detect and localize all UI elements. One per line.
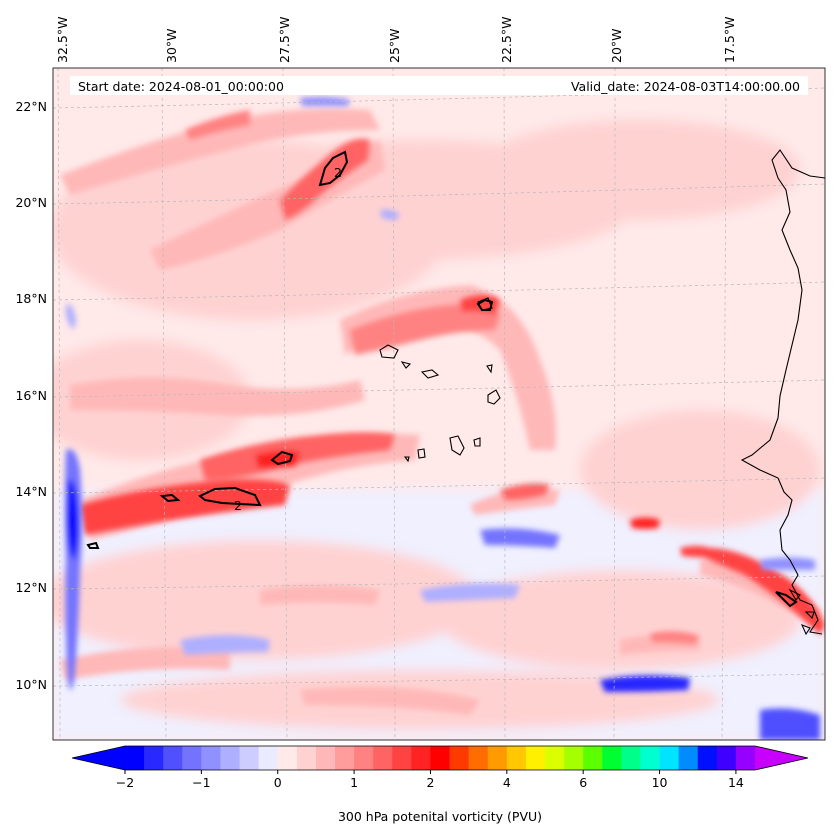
lat-label: 22°N <box>15 99 47 114</box>
colorbar-tick-label: 14 <box>728 775 744 790</box>
colorbar-swatch <box>201 746 221 770</box>
pv-shading-light <box>53 120 825 740</box>
colorbar-over-arrow <box>755 746 808 770</box>
contour-label-north: 2 <box>334 165 342 180</box>
colorbar <box>71 745 809 771</box>
lat-label: 16°N <box>15 388 47 403</box>
colorbar-swatch <box>621 746 641 770</box>
colorbar-swatch <box>315 746 336 770</box>
start-date-label: Start date: 2024-08-01_00:00:00 <box>78 79 284 94</box>
colorbar-swatch <box>144 746 164 770</box>
colorbar-swatch <box>449 746 470 770</box>
lat-label: 10°N <box>15 677 47 692</box>
colorbar-swatch <box>258 746 279 770</box>
colorbar-swatch <box>564 746 584 770</box>
colorbar-swatch <box>468 746 489 770</box>
longitude-labels: 32.5°W 30°W 27.5°W 25°W 22.5°W 20°W 17.5… <box>55 17 737 63</box>
colorbar-tick-label: −1 <box>192 775 210 790</box>
cape-verde-maio <box>486 364 493 374</box>
colorbar-swatch <box>430 746 450 770</box>
pv-contour-mid <box>270 450 294 466</box>
colorbar-tick-label: 4 <box>503 775 511 790</box>
lon-label: 20°W <box>609 28 624 63</box>
pv-contour-west-large <box>198 486 262 507</box>
lon-label: 30°W <box>164 28 179 63</box>
cape-verde-east-islet <box>473 437 481 447</box>
colorbar-title: 300 hPa potenital vorticity (PVU) <box>338 809 542 824</box>
colorbar-swatch <box>411 746 431 770</box>
africa-coastline <box>740 149 825 635</box>
pv-contour-central <box>476 298 494 311</box>
map-panel: 2 2 <box>53 68 825 740</box>
colorbar-swatch <box>163 746 183 770</box>
bissagos-islands <box>788 588 815 636</box>
pv-shading-negative <box>65 96 820 740</box>
colorbar-ticks: −2 −1 0 1 2 4 6 10 14 <box>116 770 744 790</box>
lat-label: 12°N <box>15 580 47 595</box>
colorbar-swatch <box>697 746 718 770</box>
lon-label: 22.5°W <box>499 17 514 63</box>
coastlines <box>379 149 825 636</box>
cape-verde-boa-vista <box>487 389 501 405</box>
lon-label: 27.5°W <box>277 17 292 63</box>
pv-contour-west-edge <box>86 541 100 549</box>
cape-verde-sao-nicolau <box>420 369 440 379</box>
colorbar-swatch <box>678 746 699 770</box>
pv-contour-north <box>318 150 349 187</box>
colorbar-swatch <box>125 746 145 770</box>
colorbar-swatch <box>277 746 298 770</box>
cape-verde-fogo <box>417 448 426 459</box>
valid-date-label: Valid_date: 2024-08-03T14:00:00.00 <box>571 79 800 94</box>
lon-label: 25°W <box>387 28 402 63</box>
latitude-labels: 22°N 20°N 18°N 16°N 14°N 12°N 10°N <box>15 99 47 692</box>
colorbar-swatch <box>506 746 527 770</box>
colorbar-swatch <box>239 746 260 770</box>
colorbar-tick-label: −2 <box>116 775 134 790</box>
colorbar-tick-label: 10 <box>652 775 668 790</box>
colorbar-tick-label: 2 <box>426 775 434 790</box>
colorbar-swatch <box>335 746 355 770</box>
cape-verde-santo-antao <box>379 344 399 359</box>
colorbar-swatch <box>182 746 202 770</box>
pv-shading-strong <box>80 110 825 644</box>
colorbar-swatch <box>545 746 565 770</box>
colorbar-swatch <box>583 746 603 770</box>
colorbar-tick-label: 0 <box>274 775 282 790</box>
colorbar-tick-label: 1 <box>350 775 358 790</box>
contour-label-west: 2 <box>234 498 242 513</box>
colorbar-under-arrow <box>72 746 125 770</box>
lon-label: 17.5°W <box>722 17 737 63</box>
colorbar-tick-label: 6 <box>579 775 587 790</box>
lon-label: 32.5°W <box>55 17 70 63</box>
colorbar-swatch <box>640 746 660 770</box>
lat-label: 14°N <box>15 484 47 499</box>
pv-contour-coast <box>775 591 798 608</box>
lat-label: 18°N <box>15 291 47 306</box>
lat-label: 20°N <box>15 195 47 210</box>
colorbar-swatch <box>296 746 317 770</box>
map-frame <box>52 67 826 741</box>
pv-2pvu-contours <box>86 150 798 608</box>
cape-verde-brava <box>403 456 410 463</box>
colorbar-swatch <box>392 746 412 770</box>
colorbar-swatch <box>602 746 622 770</box>
colorbar-swatch <box>220 746 240 770</box>
colorbar-swatch <box>525 746 546 770</box>
header-strip <box>70 76 808 95</box>
cape-verde-sao-vicente <box>400 361 412 369</box>
colorbar-swatch <box>354 746 374 770</box>
cape-verde-santiago <box>449 435 465 456</box>
colorbar-swatch <box>487 746 508 770</box>
colorbar-swatch <box>735 746 756 770</box>
colorbar-swatch <box>659 746 680 770</box>
colorbar-swatch <box>716 746 737 770</box>
colorbar-swatch <box>373 746 393 770</box>
pv-contour-west-small <box>159 493 181 503</box>
